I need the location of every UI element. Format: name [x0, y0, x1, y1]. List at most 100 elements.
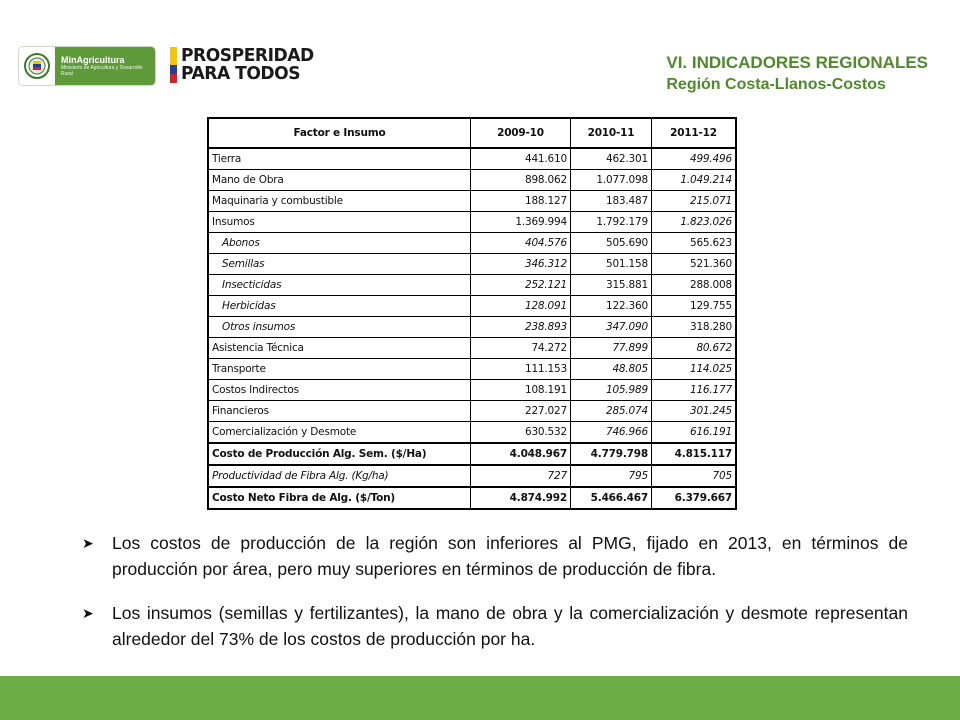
row-label: Financieros	[207, 400, 471, 422]
value-2010-11: 746.966	[570, 421, 652, 444]
value-2009-10: 441.610	[470, 147, 571, 170]
table-row-productivity: Productividad de Fibra Alg. (Kg/ha) 727 …	[207, 464, 737, 488]
minagricultura-logo: MinAgricultura Ministerio de Agricultura…	[18, 46, 156, 86]
row-label: Tierra	[207, 147, 471, 170]
value-2009-10: 128.091	[470, 295, 571, 317]
value-2011-12: 705	[651, 464, 737, 488]
row-label: Herbicidas	[207, 295, 471, 317]
table-row: Semillas 346.312 501.158 521.360	[207, 253, 737, 275]
table-row: Costos Indirectos 108.191 105.989 116.17…	[207, 379, 737, 401]
value-2009-10: 111.153	[470, 358, 571, 380]
logo-line-2: PARA TODOS	[181, 63, 301, 84]
value-2009-10: 898.062	[470, 169, 571, 191]
row-label: Abonos	[207, 232, 471, 254]
value-2010-11: 183.487	[570, 190, 652, 212]
value-2011-12: 215.071	[651, 190, 737, 212]
table-row: Mano de Obra 898.062 1.077.098 1.049.214	[207, 169, 737, 191]
arrow-bullet-icon: ➤	[82, 605, 94, 621]
value-2009-10: 74.272	[470, 337, 571, 359]
logo-line-1: PROSPERIDAD	[181, 45, 314, 66]
value-2011-12: 499.496	[651, 147, 737, 170]
title-block: VI. INDICADORES REGIONALES Región Costa-…	[666, 52, 928, 96]
header-2011-12: 2011-12	[651, 117, 737, 149]
value-2010-11: 462.301	[570, 147, 652, 170]
row-label: Insecticidas	[207, 274, 471, 296]
list-item: ➤ Los insumos (semillas y fertilizantes)…	[82, 600, 908, 652]
row-label: Insumos	[207, 211, 471, 233]
table-row: Financieros 227.027 285.074 301.245	[207, 400, 737, 422]
value-2011-12: 116.177	[651, 379, 737, 401]
bullet-text: Los insumos (semillas y fertilizantes), …	[112, 603, 908, 649]
brand-name: MinAgricultura	[61, 55, 125, 65]
row-label: Costo de Producción Alg. Sem. ($/Ha)	[207, 442, 471, 466]
row-label: Maquinaria y combustible	[207, 190, 471, 212]
value-2010-11: 315.881	[570, 274, 652, 296]
bullet-text: Los costos de producción de la región so…	[112, 533, 908, 579]
value-2011-12: 1.049.214	[651, 169, 737, 191]
row-label: Semillas	[207, 253, 471, 275]
brand-subtitle: Ministerio de Agricultura y Desarrollo R…	[61, 65, 143, 77]
table-row: Insumos 1.369.994 1.792.179 1.823.026	[207, 211, 737, 233]
header-2009-10: 2009-10	[470, 117, 571, 149]
colombia-seal-icon	[19, 48, 55, 84]
footer-bar	[0, 676, 960, 720]
table-row: Abonos 404.576 505.690 565.623	[207, 232, 737, 254]
value-2011-12: 114.025	[651, 358, 737, 380]
value-2009-10: 188.127	[470, 190, 571, 212]
colombia-flag-icon	[170, 47, 177, 83]
value-2011-12: 318.280	[651, 316, 737, 338]
value-2011-12: 616.191	[651, 421, 737, 444]
header-factor: Factor e Insumo	[207, 117, 471, 149]
value-2011-12: 6.379.667	[651, 486, 737, 510]
value-2010-11: 5.466.467	[570, 486, 652, 510]
value-2011-12: 1.823.026	[651, 211, 737, 233]
table-row: Insecticidas 252.121 315.881 288.008	[207, 274, 737, 296]
value-2011-12: 521.360	[651, 253, 737, 275]
value-2009-10: 238.893	[470, 316, 571, 338]
row-label: Transporte	[207, 358, 471, 380]
row-label: Costos Indirectos	[207, 379, 471, 401]
value-2011-12: 565.623	[651, 232, 737, 254]
row-label: Otros insumos	[207, 316, 471, 338]
header-2010-11: 2010-11	[570, 117, 652, 149]
value-2009-10: 227.027	[470, 400, 571, 422]
value-2009-10: 630.532	[470, 421, 571, 444]
table-row: Comercialización y Desmote 630.532 746.9…	[207, 421, 737, 444]
cost-table: Factor e Insumo 2009-10 2010-11 2011-12 …	[207, 117, 737, 510]
minagricultura-brand: MinAgricultura Ministerio de Agricultura…	[55, 47, 155, 85]
list-item: ➤ Los costos de producción de la región …	[82, 530, 908, 582]
value-2011-12: 301.245	[651, 400, 737, 422]
value-2009-10: 108.191	[470, 379, 571, 401]
value-2009-10: 1.369.994	[470, 211, 571, 233]
table-row-total-cost: Costo de Producción Alg. Sem. ($/Ha) 4.0…	[207, 442, 737, 466]
table-header-row: Factor e Insumo 2009-10 2010-11 2011-12	[207, 117, 737, 149]
value-2010-11: 1.077.098	[570, 169, 652, 191]
value-2011-12: 129.755	[651, 295, 737, 317]
prosperidad-para-todos-logo: PROSPERIDAD PARA TODOS	[170, 45, 321, 85]
value-2010-11: 77.899	[570, 337, 652, 359]
value-2010-11: 795	[570, 464, 652, 488]
value-2010-11: 505.690	[570, 232, 652, 254]
table-row: Tierra 441.610 462.301 499.496	[207, 147, 737, 170]
value-2009-10: 404.576	[470, 232, 571, 254]
row-label: Productividad de Fibra Alg. (Kg/ha)	[207, 464, 471, 488]
row-label: Asistencia Técnica	[207, 337, 471, 359]
value-2009-10: 252.121	[470, 274, 571, 296]
table-row: Otros insumos 238.893 347.090 318.280	[207, 316, 737, 338]
value-2010-11: 122.360	[570, 295, 652, 317]
value-2009-10: 4.048.967	[470, 442, 571, 466]
row-label: Comercialización y Desmote	[207, 421, 471, 444]
value-2011-12: 80.672	[651, 337, 737, 359]
table-row-net-cost: Costo Neto Fibra de Alg. ($/Ton) 4.874.9…	[207, 486, 737, 510]
table-row: Maquinaria y combustible 188.127 183.487…	[207, 190, 737, 212]
value-2009-10: 4.874.992	[470, 486, 571, 510]
value-2010-11: 105.989	[570, 379, 652, 401]
page-subtitle: Región Costa-Llanos-Costos	[666, 76, 886, 93]
value-2010-11: 48.805	[570, 358, 652, 380]
row-label: Costo Neto Fibra de Alg. ($/Ton)	[207, 486, 471, 510]
value-2010-11: 285.074	[570, 400, 652, 422]
value-2011-12: 288.008	[651, 274, 737, 296]
value-2010-11: 347.090	[570, 316, 652, 338]
value-2009-10: 727	[470, 464, 571, 488]
value-2010-11: 4.779.798	[570, 442, 652, 466]
